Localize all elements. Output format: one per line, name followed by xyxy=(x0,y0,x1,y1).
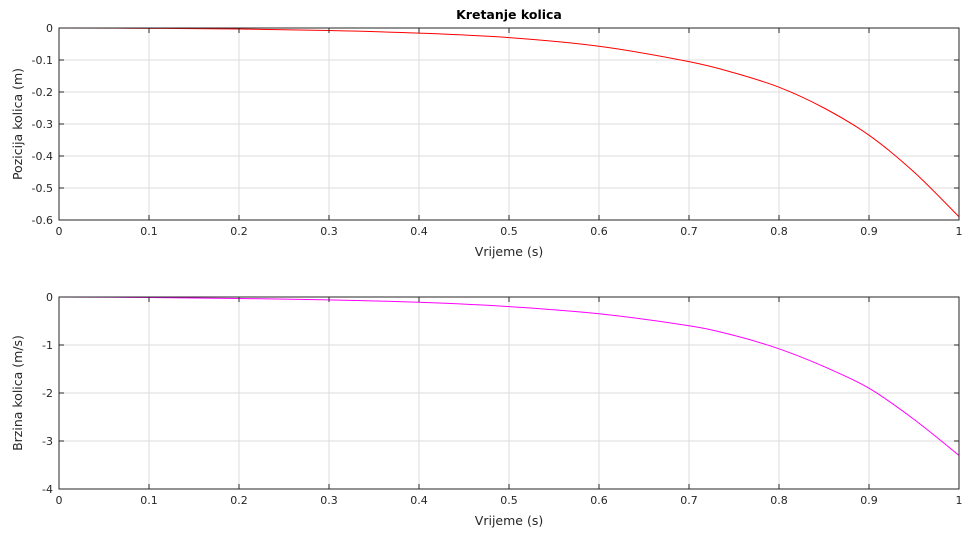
velocity-x-tick-label: 0.4 xyxy=(410,494,428,507)
position-x-tick-label: 0.4 xyxy=(410,225,428,238)
position-y-tick-label: -0.1 xyxy=(32,54,53,67)
velocity-y-tick-label: -4 xyxy=(42,483,53,496)
velocity-x-tick-label: 0.2 xyxy=(230,494,248,507)
position-y-tick-label: -0.5 xyxy=(32,182,53,195)
position-y-tick-label: -0.4 xyxy=(32,150,53,163)
position-subplot: 0 0.1 0.2 0.3 0.4 0.5 0.6 0.7 0.8 0.9 1 0 -0.1 -0.2 -0… xyxy=(10,7,963,259)
position-x-tick-label: 0.8 xyxy=(770,225,788,238)
chart-title: Kretanje kolica xyxy=(456,7,562,22)
velocity-x-tick-label: 0.9 xyxy=(860,494,878,507)
velocity-subplot: 0 0.1 0.2 0.3 0.4 0.5 0.6 0.7 0.8 0.9 1 0 -1 -2 -3 -4 V… xyxy=(10,291,963,528)
position-x-tick-label: 0.5 xyxy=(500,225,518,238)
velocity-x-tick-label: 0.6 xyxy=(590,494,608,507)
velocity-y-axis-label: Brzina kolica (m/s) xyxy=(10,335,25,451)
position-x-tick-label: 0.3 xyxy=(320,225,338,238)
position-x-axis-label: Vrijeme (s) xyxy=(475,244,543,259)
velocity-x-tick-label: 1 xyxy=(956,494,963,507)
velocity-y-tick-label: -2 xyxy=(42,387,53,400)
position-x-tick-label: 1 xyxy=(956,225,963,238)
position-y-axis-label: Pozicija kolica (m) xyxy=(10,68,25,180)
position-x-tick-label: 0.7 xyxy=(680,225,698,238)
velocity-x-tick-label: 0.3 xyxy=(320,494,338,507)
velocity-y-tick-label: -3 xyxy=(42,435,53,448)
velocity-y-tick-label: 0 xyxy=(46,291,53,304)
velocity-x-tick-label: 0.7 xyxy=(680,494,698,507)
position-y-tick-label: 0 xyxy=(46,22,53,35)
position-x-tick-label: 0.9 xyxy=(860,225,878,238)
position-x-tick-label: 0.2 xyxy=(230,225,248,238)
position-y-tick-label: -0.6 xyxy=(32,214,53,227)
velocity-x-tick-label: 0.1 xyxy=(140,494,158,507)
velocity-x-tick-label: 0.5 xyxy=(500,494,518,507)
position-x-tick-label: 0 xyxy=(56,225,63,238)
position-x-tick-label: 0.6 xyxy=(590,225,608,238)
position-y-tick-label: -0.3 xyxy=(32,118,53,131)
velocity-x-axis-label: Vrijeme (s) xyxy=(475,513,543,528)
velocity-x-tick-label: 0.8 xyxy=(770,494,788,507)
position-y-tick-label: -0.2 xyxy=(32,86,53,99)
position-x-tick-label: 0.1 xyxy=(140,225,158,238)
velocity-x-tick-label: 0 xyxy=(56,494,63,507)
velocity-y-tick-label: -1 xyxy=(42,339,53,352)
